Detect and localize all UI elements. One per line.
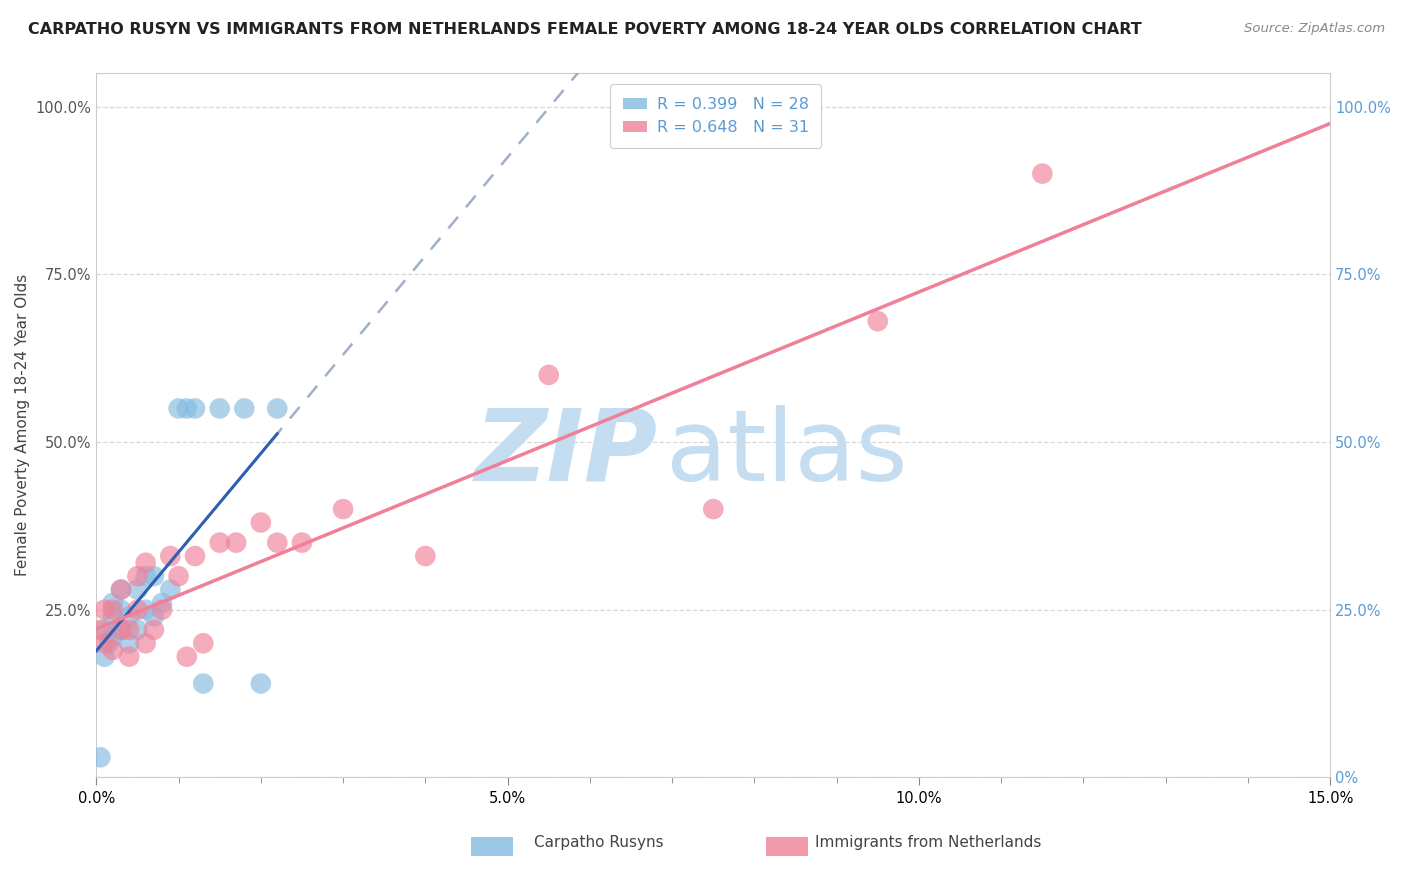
Point xyxy=(135,603,157,617)
Text: CARPATHO RUSYN VS IMMIGRANTS FROM NETHERLANDS FEMALE POVERTY AMONG 18-24 YEAR OL: CARPATHO RUSYN VS IMMIGRANTS FROM NETHER… xyxy=(28,22,1142,37)
Point xyxy=(184,549,207,563)
Point xyxy=(702,502,724,516)
Point xyxy=(150,596,173,610)
Point xyxy=(101,596,124,610)
Point xyxy=(1031,167,1053,181)
Point xyxy=(266,401,288,416)
Point xyxy=(93,603,115,617)
Point xyxy=(176,649,198,664)
Legend: R = 0.399   N = 28, R = 0.648   N = 31: R = 0.399 N = 28, R = 0.648 N = 31 xyxy=(610,85,821,148)
Point xyxy=(537,368,560,382)
Point xyxy=(208,535,231,549)
Point xyxy=(250,516,273,530)
Point xyxy=(101,609,124,624)
Text: Carpatho Rusyns: Carpatho Rusyns xyxy=(534,836,664,850)
Point xyxy=(208,401,231,416)
Point xyxy=(167,569,190,583)
Point xyxy=(93,636,115,650)
Point xyxy=(118,636,141,650)
Point xyxy=(142,623,165,637)
Point xyxy=(176,401,198,416)
Point xyxy=(142,569,165,583)
Point xyxy=(127,623,149,637)
Point xyxy=(118,623,141,637)
Point xyxy=(101,643,124,657)
Point xyxy=(97,636,120,650)
Point xyxy=(193,676,215,690)
Point xyxy=(127,582,149,597)
Point xyxy=(118,649,141,664)
Point xyxy=(193,636,215,650)
Point xyxy=(184,401,207,416)
Point xyxy=(159,582,181,597)
Text: atlas: atlas xyxy=(666,405,908,502)
Point xyxy=(110,603,132,617)
Point xyxy=(93,649,115,664)
Point xyxy=(101,630,124,644)
Point xyxy=(110,582,132,597)
Point xyxy=(142,609,165,624)
Point xyxy=(89,750,111,764)
Point xyxy=(233,401,256,416)
Point xyxy=(135,636,157,650)
Point xyxy=(866,314,889,328)
Point xyxy=(135,569,157,583)
Point xyxy=(110,623,132,637)
Point xyxy=(118,609,141,624)
Point xyxy=(250,676,273,690)
Point xyxy=(167,401,190,416)
Text: Source: ZipAtlas.com: Source: ZipAtlas.com xyxy=(1244,22,1385,36)
Point xyxy=(93,623,115,637)
Point xyxy=(101,603,124,617)
Point xyxy=(415,549,437,563)
Point xyxy=(110,623,132,637)
Point xyxy=(150,603,173,617)
Point xyxy=(127,569,149,583)
Point xyxy=(225,535,247,549)
Point xyxy=(127,603,149,617)
Text: Immigrants from Netherlands: Immigrants from Netherlands xyxy=(815,836,1042,850)
Point xyxy=(89,623,111,637)
Text: ZIP: ZIP xyxy=(475,405,658,502)
Point xyxy=(291,535,314,549)
Point xyxy=(110,582,132,597)
Point xyxy=(332,502,354,516)
Point xyxy=(135,556,157,570)
Point xyxy=(159,549,181,563)
Point xyxy=(266,535,288,549)
Y-axis label: Female Poverty Among 18-24 Year Olds: Female Poverty Among 18-24 Year Olds xyxy=(15,274,30,576)
